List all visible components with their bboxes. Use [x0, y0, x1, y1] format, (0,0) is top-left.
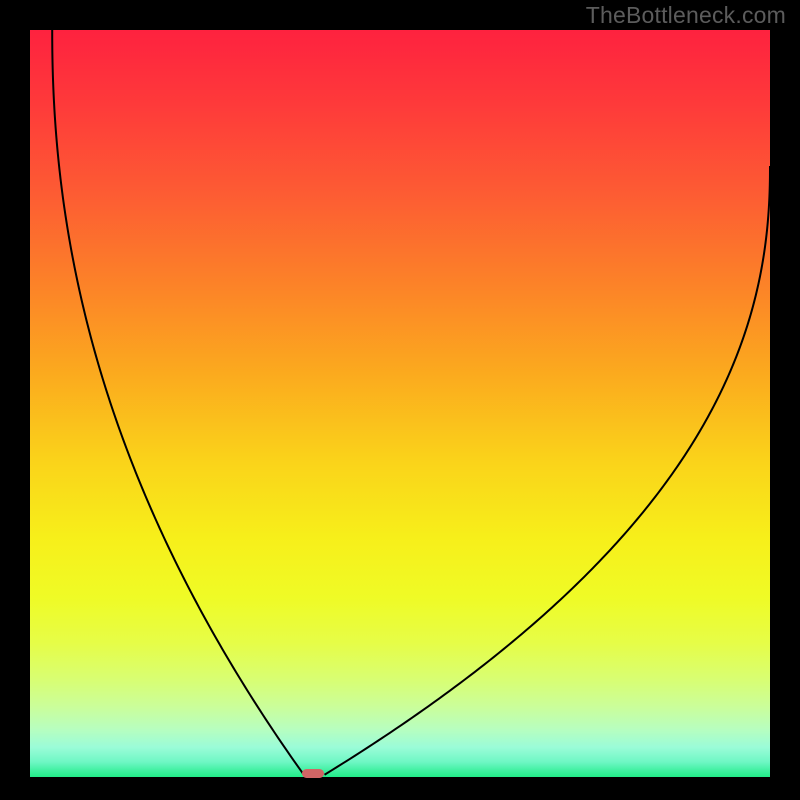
- watermark-text: TheBottleneck.com: [586, 2, 786, 29]
- left-branch: [52, 30, 304, 775]
- right-branch: [325, 166, 770, 775]
- chart-container: TheBottleneck.com: [0, 0, 800, 800]
- bottleneck-marker: [302, 769, 324, 779]
- curve-layer: [0, 0, 800, 800]
